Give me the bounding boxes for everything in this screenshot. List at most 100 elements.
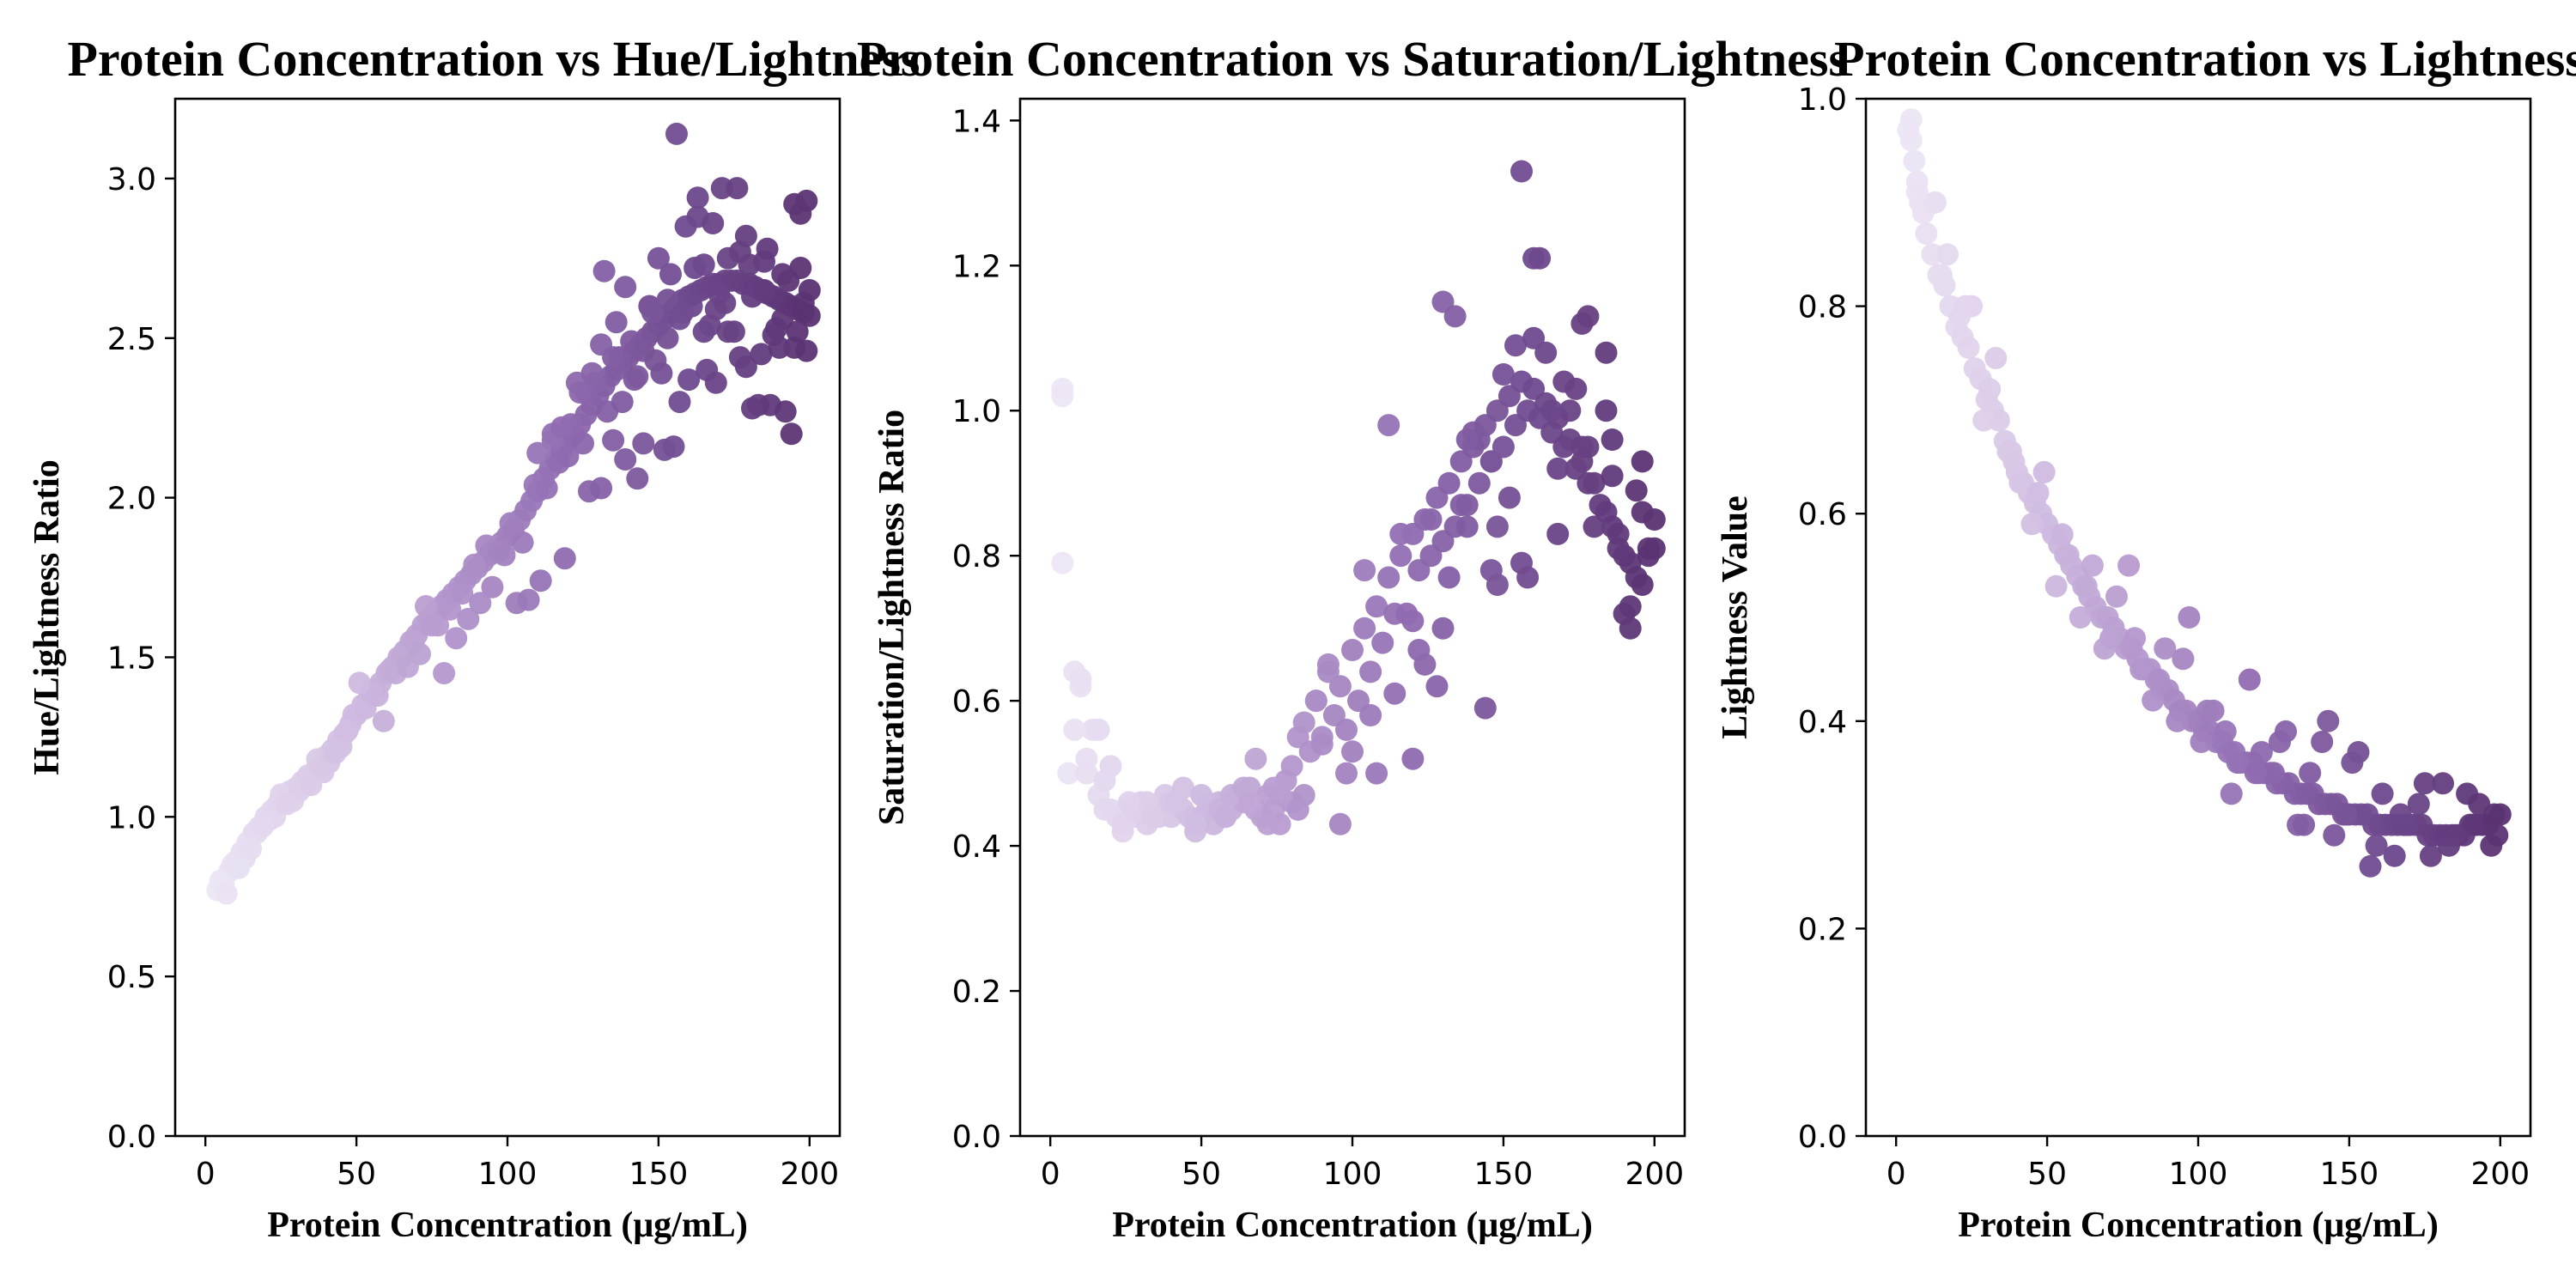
data-point (2311, 731, 2334, 753)
data-point (783, 192, 806, 216)
data-point (2002, 450, 2026, 473)
data-point (1365, 762, 1388, 785)
chart-title: Protein Concentration vs Saturation/Ligh… (857, 31, 1848, 87)
x-tick-label: 100 (2169, 1157, 2228, 1192)
data-point (1377, 414, 1400, 437)
data-point (2293, 813, 2316, 836)
data-point (2244, 762, 2267, 785)
data-point (656, 326, 679, 349)
data-point (1510, 160, 1533, 183)
data-point (1437, 471, 1461, 495)
data-point (396, 655, 419, 678)
y-tick-label: 0.6 (1798, 497, 1847, 532)
data-point (1449, 494, 1473, 517)
data-point (2081, 554, 2104, 577)
y-tick-label: 1.0 (107, 800, 156, 835)
data-point (1564, 377, 1588, 400)
x-tick-label: 50 (337, 1157, 376, 1192)
data-point (215, 882, 238, 905)
data-point (1280, 755, 1303, 778)
data-point (1244, 747, 1267, 770)
data-point (1972, 409, 1996, 432)
y-tick-label: 0.8 (952, 539, 1001, 574)
y-tick-label: 0.2 (1798, 912, 1847, 947)
data-point (1899, 129, 1923, 152)
data-point (623, 368, 646, 392)
data-point (2196, 699, 2219, 722)
data-point (1407, 639, 1431, 661)
data-point (1930, 264, 1953, 287)
data-point (1069, 667, 1092, 690)
data-point (1954, 295, 1978, 318)
data-point (1984, 347, 2008, 369)
data-point (2129, 658, 2153, 681)
data-point (276, 793, 299, 816)
data-point (665, 122, 688, 145)
data-point (1631, 574, 1654, 596)
data-point (2044, 574, 2068, 598)
data-point (300, 774, 323, 797)
y-tick-label: 1.0 (952, 394, 1001, 429)
data-point (2299, 762, 2322, 785)
data-point (1341, 639, 1364, 661)
data-point (1383, 682, 1406, 705)
data-point (421, 614, 443, 637)
y-tick-label: 0.0 (952, 1120, 1001, 1155)
y-tick-label: 2.0 (107, 482, 156, 517)
data-point (1528, 246, 1552, 270)
data-point (2099, 627, 2122, 650)
data-point (1359, 660, 1382, 683)
x-tick-label: 0 (196, 1157, 216, 1192)
data-point (499, 512, 522, 535)
data-point (2214, 720, 2237, 743)
plot-frame (1018, 97, 1686, 1138)
data-point (605, 311, 628, 334)
data-point (1601, 465, 1624, 488)
x-tick-label: 200 (2470, 1157, 2530, 1192)
data-point (2335, 803, 2358, 826)
data-point (656, 289, 679, 312)
data-point (1595, 399, 1618, 422)
data-point (493, 544, 516, 567)
data-point (372, 709, 395, 732)
data-point (572, 432, 594, 455)
data-point (738, 253, 761, 276)
data-point (2432, 772, 2454, 795)
y-tick-label: 3.0 (107, 162, 156, 197)
data-point (2371, 782, 2394, 805)
data-point (592, 259, 616, 283)
data-point (1625, 479, 1648, 502)
data-point (716, 320, 739, 343)
data-point (1117, 791, 1140, 814)
data-point (2419, 844, 2442, 867)
data-point (1304, 690, 1327, 713)
data-point (1583, 515, 1606, 538)
data-point (1492, 363, 1515, 386)
y-tick-label: 1.5 (107, 641, 156, 676)
data-point (1479, 559, 1503, 582)
data-point (550, 416, 574, 439)
data-point (1057, 762, 1080, 785)
data-point (2190, 731, 2213, 753)
data-point (2250, 741, 2273, 763)
data-point (1479, 450, 1503, 473)
data-point (2359, 854, 2382, 878)
data-point (786, 320, 809, 343)
y-tick-label: 0.2 (952, 975, 1001, 1010)
data-point (2105, 585, 2128, 608)
x-tick-label: 150 (629, 1157, 689, 1192)
data-point (726, 177, 749, 200)
data-point (463, 553, 486, 576)
data-point (1359, 704, 1382, 726)
data-point (692, 320, 715, 343)
data-point (753, 279, 775, 301)
x-tick-label: 100 (1323, 1157, 1382, 1192)
x-tick-label: 200 (1625, 1157, 1684, 1192)
data-point (1353, 617, 1376, 640)
data-point (457, 607, 480, 630)
data-point (2178, 606, 2201, 629)
data-point (602, 428, 625, 452)
data-point (553, 547, 576, 570)
x-tick-label: 200 (780, 1157, 839, 1192)
